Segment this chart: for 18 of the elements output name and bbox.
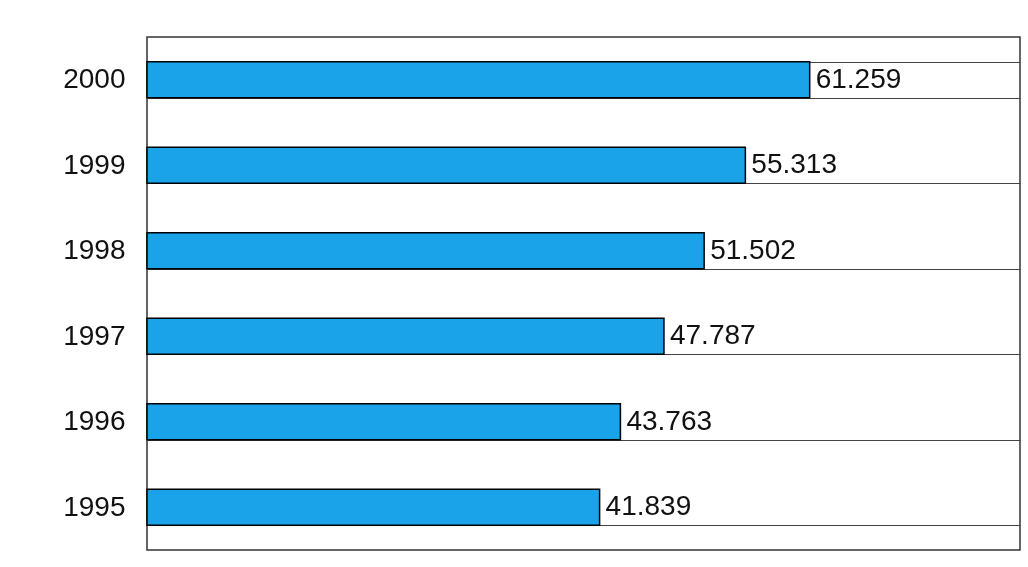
data-label: 41.839	[605, 490, 692, 522]
y-tick-label: 1995	[63, 490, 126, 522]
bar	[146, 146, 747, 184]
data-label: 51.502	[710, 233, 796, 265]
y-tick-label: 1997	[63, 319, 126, 351]
data-label: 43.763	[626, 404, 713, 436]
bar	[146, 488, 601, 526]
data-label: 61.259	[815, 62, 902, 94]
bar	[146, 403, 622, 441]
bar	[146, 232, 705, 270]
bar	[146, 61, 811, 99]
y-tick-label: 1998	[63, 234, 126, 266]
data-label: 47.787	[669, 319, 756, 351]
bar	[146, 317, 665, 355]
y-tick-label: 1999	[63, 148, 126, 180]
data-label: 55.313	[751, 148, 838, 180]
y-tick-label: 2000	[63, 63, 126, 95]
y-tick-label: 1996	[63, 405, 126, 437]
